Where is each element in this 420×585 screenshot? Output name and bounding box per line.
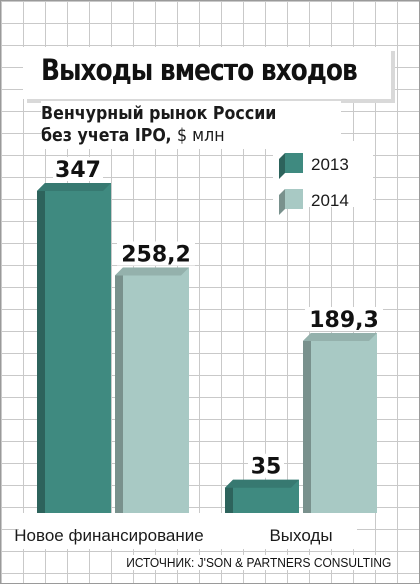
bar-side-2013: [225, 479, 233, 513]
data-label: 258,2: [121, 242, 191, 267]
data-label: 189,3: [309, 308, 379, 333]
data-label-bg: [248, 453, 284, 478]
legend-swatch-2014: [285, 189, 303, 209]
legend-swatch-side: [279, 189, 285, 215]
bar-side-2014: [303, 332, 311, 513]
subtitle-unit: $ млн: [177, 125, 225, 146]
bar-side-2014: [115, 267, 123, 513]
bar-2013: [45, 183, 111, 513]
data-label-bg: [53, 157, 103, 181]
source-note: ИСТОЧНИК: J'SON & PARTNERS CONSULTING: [124, 555, 393, 570]
bar-top-2014: [115, 267, 189, 276]
bar-side-2013: [37, 183, 45, 513]
bar-top-2013: [225, 479, 299, 488]
chart-title: Выходы вместо входов: [41, 53, 358, 87]
subtitle-line-2: без учета IPO, $ млн: [41, 125, 305, 147]
category-label-bg: [19, 513, 227, 549]
category-label-bg: [207, 513, 357, 549]
category-label: Новое финансирование: [14, 526, 203, 545]
legend-label: 2013: [311, 155, 349, 174]
data-label: 35: [251, 455, 282, 480]
data-label-bg: [305, 306, 383, 331]
subtitle-line-2-text: без учета IPO,: [41, 125, 172, 146]
bar-top-2013: [37, 183, 111, 191]
legend-label: 2014: [311, 191, 349, 210]
data-label-bg: [117, 241, 195, 266]
category-label: Выходы: [269, 526, 332, 545]
title-box: Выходы вместо входов: [23, 47, 391, 99]
subtitle-line-1: Венчурный рынок России: [41, 103, 277, 124]
legend-swatch-side: [279, 153, 285, 179]
bar-2014: [123, 267, 189, 513]
bar-top-2014: [303, 332, 377, 341]
data-label: 347: [55, 158, 101, 183]
legend-swatch-2013: [285, 153, 303, 173]
bar-2014: [311, 332, 377, 513]
